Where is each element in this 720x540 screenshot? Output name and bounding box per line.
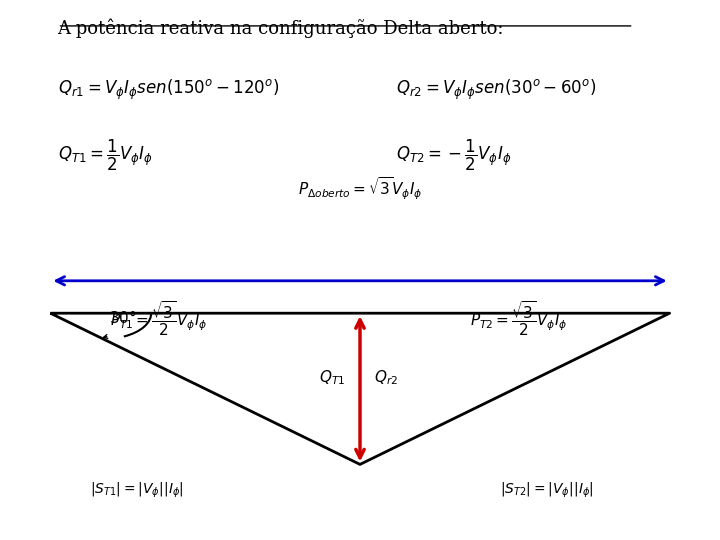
Text: $Q_{T1}$: $Q_{T1}$ [320,369,346,387]
Text: $P_{\Delta oberto} = \sqrt{3}V_{\phi}I_{\phi}$: $P_{\Delta oberto} = \sqrt{3}V_{\phi}I_{… [297,176,423,202]
Text: $P_{T1} = \dfrac{\sqrt{3}}{2}V_{\phi}I_{\phi}$: $P_{T1} = \dfrac{\sqrt{3}}{2}V_{\phi}I_{… [109,300,207,339]
Text: $|S_{T2}| = |V_{\phi}||I_{\phi}|$: $|S_{T2}| = |V_{\phi}||I_{\phi}|$ [500,481,594,500]
Text: $Q_{r2}$: $Q_{r2}$ [374,369,398,387]
Text: $|S_{T1}| = |V_{\phi}||I_{\phi}|$: $|S_{T1}| = |V_{\phi}||I_{\phi}|$ [90,481,184,500]
Text: $Q_{T1} = \dfrac{1}{2}V_{\phi}I_{\phi}$: $Q_{T1} = \dfrac{1}{2}V_{\phi}I_{\phi}$ [58,138,153,173]
Text: A potência reativa na configuração Delta aberto:: A potência reativa na configuração Delta… [58,19,504,38]
Text: $Q_{T2} = -\dfrac{1}{2}V_{\phi}I_{\phi}$: $Q_{T2} = -\dfrac{1}{2}V_{\phi}I_{\phi}$ [396,138,511,173]
Text: $P_{T2} = \dfrac{\sqrt{3}}{2}V_{\phi}I_{\phi}$: $P_{T2} = \dfrac{\sqrt{3}}{2}V_{\phi}I_{… [469,300,567,339]
Text: $30°$: $30°$ [109,309,137,326]
Text: $Q_{r1} = V_{\phi}I_{\phi}sen(150^o - 120^o)$: $Q_{r1} = V_{\phi}I_{\phi}sen(150^o - 12… [58,78,279,103]
Text: $Q_{r2} = V_{\phi}I_{\phi}sen(30^o - 60^o)$: $Q_{r2} = V_{\phi}I_{\phi}sen(30^o - 60^… [396,78,596,103]
